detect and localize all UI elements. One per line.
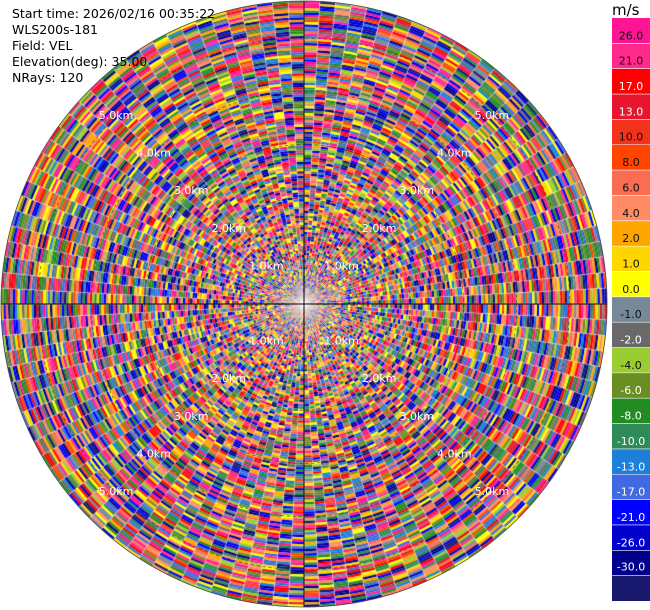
range-ring-label: 1.0km [249,335,284,348]
colorbar-swatch [612,220,650,247]
colorbar-tick-label: -21.0 [617,511,645,524]
range-ring-label: 5.0km [475,485,510,498]
range-ring-label: 1.0km [249,259,284,272]
colorbar: 26.0 21.0 17.0 13.0 10.0 8.0 6.0 4.0 2.0 1.0 0.0 -1… [612,18,650,601]
range-ring-label: 4.0km [437,447,472,460]
outer-ring [0,0,608,608]
range-ring-label: 4.0km [136,147,171,160]
colorbar-swatch [612,195,650,222]
ppi-velocity-field [0,0,610,610]
colorbar-swatch [612,119,650,146]
colorbar-tick-label: -1.0 [620,308,641,321]
colorbar-swatch [612,94,650,120]
colorbar-tick-label: -26.0 [617,536,645,549]
range-ring-label: 1.0km [324,259,359,272]
colorbar-swatch [612,474,650,501]
colorbar-swatch [612,499,650,526]
colorbar-tick-label: -17.0 [617,486,645,499]
colorbar-swatch [612,246,650,272]
range-ring-label: 2.0km [362,372,397,385]
colorbar-tick-label: 2.0 [622,232,640,245]
colorbar-tick-label: -13.0 [617,460,645,473]
colorbar-swatch [612,423,650,450]
range-ring-label: 2.0km [212,222,247,235]
range-ring-overlay: 1.0km 1.0km 1.0km 1.0km 2.0km 2.0km 2.0km 2.0km… [0,0,608,608]
scan-info: Start time: 2026/02/16 00:35:22 WLS200s-… [12,6,215,86]
range-ring-label: 5.0km [99,109,134,122]
range-ring-3 [144,144,464,464]
colorbar-swatch [612,322,650,349]
colorbar-tick-label: 1.0 [622,257,640,270]
range-ring-label: 1.0km [324,335,359,348]
colorbar-tick-label: 0.0 [622,283,640,296]
colorbar-swatch [612,296,650,323]
nrays-label: NRays: 120 [12,70,84,85]
colorbar-tick-label: 17.0 [619,80,644,93]
colorbar-unit: m/s [612,1,640,19]
colorbar-tick-label: 8.0 [622,156,640,169]
range-ring-label: 3.0km [399,184,434,197]
range-ring-label: 4.0km [136,447,171,460]
colorbar-swatch [612,170,650,196]
range-ring-2 [197,197,411,411]
range-ring-label: 3.0km [174,184,209,197]
range-ring-label: 3.0km [174,410,209,423]
colorbar-tick-label: 10.0 [619,131,644,144]
colorbar-tick-label: 26.0 [619,29,644,42]
colorbar-swatch [612,448,650,475]
colorbar-tick-label: -10.0 [617,435,645,448]
elevation-label: Elevation(deg): 35.00 [12,54,148,69]
colorbar-tick-label: -30.0 [617,561,645,574]
range-ring-label: 3.0km [399,410,434,423]
colorbar-tick-label: -8.0 [620,410,641,423]
colorbar-swatch [612,347,650,374]
instrument-label: WLS200s-181 [12,22,98,37]
colorbar-tick-label: 13.0 [619,105,644,118]
start-time-label: Start time: 2026/02/16 00:35:22 [12,6,216,21]
colorbar-tick-label: 6.0 [622,181,640,194]
colorbar-tick-label: -6.0 [620,384,641,397]
colorbar-tick-label: 4.0 [622,207,640,220]
range-ring-label: 5.0km [475,109,510,122]
range-ring-label: 4.0km [437,147,472,160]
colorbar-swatch [612,524,650,551]
range-ring-label: 5.0km [99,485,134,498]
colorbar-swatch [612,144,650,171]
colorbar-swatch [612,398,650,425]
colorbar-tick-label: 21.0 [619,55,644,68]
colorbar-swatch [612,550,650,577]
colorbar-swatch [612,575,650,601]
colorbar-tick-label: -2.0 [620,334,641,347]
range-ring-5 [37,37,571,571]
colorbar-swatch [612,43,650,70]
colorbar-swatch [612,18,650,44]
colorbar-swatch [612,271,650,298]
colorbar-swatch [612,372,650,399]
range-ring-label: 2.0km [362,222,397,235]
colorbar-swatch [612,68,650,95]
colorbar-tick-label: -4.0 [620,359,641,372]
field-label: Field: VEL [12,38,73,53]
range-ring-4 [90,90,518,518]
range-ring-1 [250,250,358,358]
range-ring-label: 2.0km [212,372,247,385]
